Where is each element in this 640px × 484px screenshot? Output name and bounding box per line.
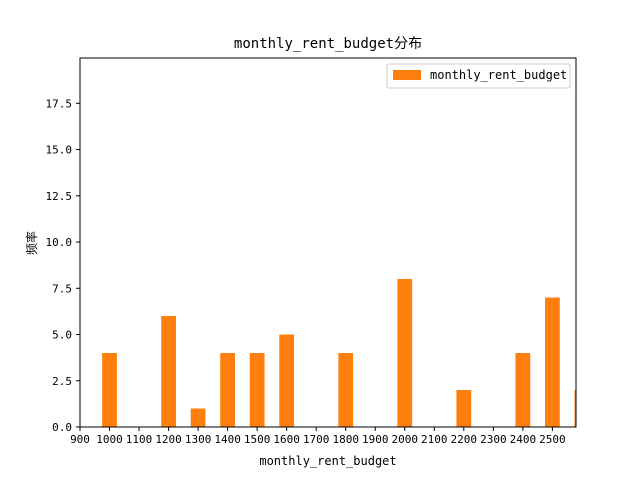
x-tick-label: 2400 <box>510 433 537 446</box>
y-tick-label: 2.5 <box>52 375 72 388</box>
bar <box>161 316 176 427</box>
x-axis-ticks: 900 1000 1100 1200 1300 1400 1500 1600 1700 1800 1… <box>70 427 566 446</box>
legend: monthly_rent_budget <box>386 63 571 89</box>
chart-title: monthly_rent_budget分布 <box>234 36 422 52</box>
y-tick-label: 15.0 <box>46 144 73 157</box>
bar <box>545 297 560 427</box>
x-tick-label: 1300 <box>185 433 212 446</box>
y-tick-label: 0.0 <box>52 421 72 434</box>
x-tick-label: 2000 <box>392 433 419 446</box>
legend-swatch <box>393 70 421 80</box>
y-tick-label: 7.5 <box>52 282 72 295</box>
bar <box>338 353 354 427</box>
y-tick-label: 5.0 <box>52 329 72 342</box>
y-tick-label: 17.5 <box>46 97 73 110</box>
bar <box>397 279 413 427</box>
x-tick-label: 1200 <box>155 433 182 446</box>
x-axis-label: monthly_rent_budget <box>259 454 396 468</box>
x-tick-label: 1800 <box>332 433 359 446</box>
x-tick-label: 1500 <box>244 433 271 446</box>
bar <box>249 353 265 427</box>
x-tick-label: 1700 <box>303 433 330 446</box>
bar <box>279 334 295 427</box>
x-tick-label: 2200 <box>451 433 478 446</box>
y-axis-ticks: 0.0 2.5 5.0 7.5 10.0 12.5 15.0 17.5 <box>46 97 80 434</box>
bar <box>102 353 117 427</box>
bar <box>190 408 206 427</box>
x-tick-label: 900 <box>70 433 90 446</box>
y-tick-label: 12.5 <box>46 190 73 203</box>
bar-series <box>102 279 576 427</box>
y-axis-label: 频率 <box>24 231 39 255</box>
bar <box>220 353 235 427</box>
x-tick-label: 1400 <box>214 433 241 446</box>
legend-label: monthly_rent_budget <box>430 68 567 82</box>
y-tick-label: 10.0 <box>46 236 73 249</box>
x-tick-label: 2100 <box>421 433 448 446</box>
bar <box>574 390 576 427</box>
x-tick-label: 2300 <box>480 433 507 446</box>
legend-box <box>386 63 571 89</box>
x-tick-label: 1900 <box>362 433 389 446</box>
x-tick-label: 1600 <box>273 433 300 446</box>
x-tick-label: 1000 <box>96 433 123 446</box>
x-tick-label: 2500 <box>539 433 566 446</box>
plot-frame <box>79 57 577 428</box>
x-tick-label: 1100 <box>126 433 153 446</box>
bar <box>456 390 472 427</box>
bar <box>515 353 531 427</box>
